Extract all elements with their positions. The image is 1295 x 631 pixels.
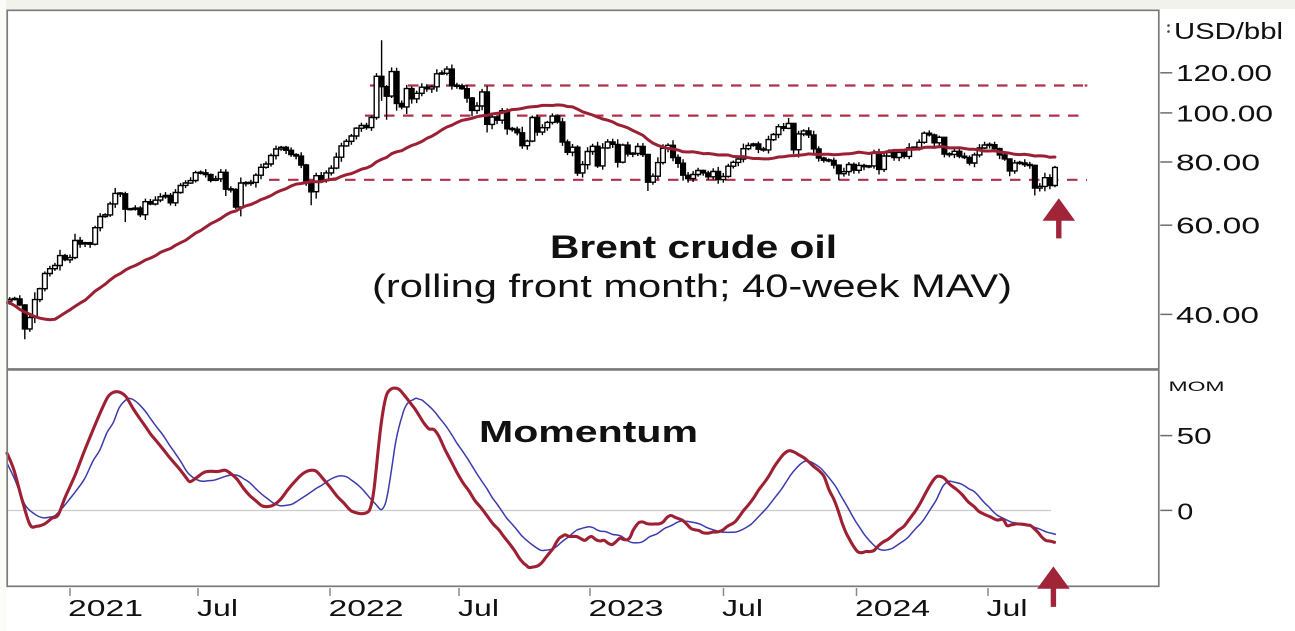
svg-text:Jul: Jul (458, 595, 499, 621)
svg-text:100.00: 100.00 (1176, 100, 1273, 126)
svg-text:0: 0 (1177, 499, 1193, 525)
svg-text:60.00: 60.00 (1176, 213, 1260, 239)
svg-text:2023: 2023 (589, 595, 664, 621)
svg-text:2024: 2024 (855, 595, 930, 621)
svg-text:Jul: Jul (987, 595, 1028, 621)
svg-text:40.00: 40.00 (1176, 302, 1259, 328)
svg-text:MOM: MOM (1169, 378, 1225, 394)
svg-text:Brent crude oil: Brent crude oil (550, 229, 837, 265)
svg-text:50: 50 (1177, 423, 1212, 449)
svg-text:Jul: Jul (722, 595, 763, 621)
svg-text:2022: 2022 (329, 595, 404, 621)
svg-text:USD/bbl: USD/bbl (1174, 18, 1283, 44)
svg-text:Jul: Jul (197, 595, 238, 621)
svg-text:Momentum: Momentum (479, 414, 698, 449)
svg-text:120.00: 120.00 (1176, 60, 1272, 86)
svg-text:2021: 2021 (68, 595, 143, 621)
svg-text:(rolling front month; 40-week: (rolling front month; 40-week MAV) (372, 268, 1012, 304)
svg-text:80.00: 80.00 (1176, 149, 1260, 175)
